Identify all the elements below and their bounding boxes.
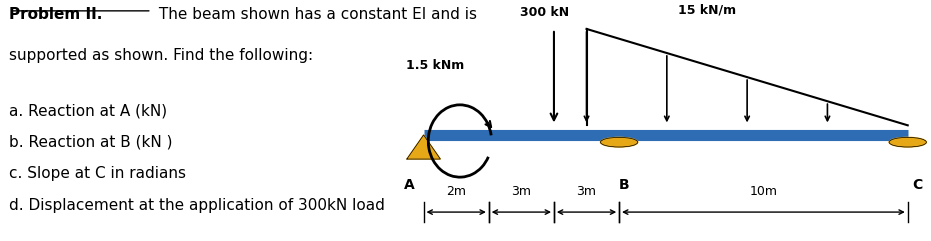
Text: a. Reaction at A (kN): a. Reaction at A (kN)	[9, 104, 168, 119]
Text: 3m: 3m	[511, 185, 532, 198]
Text: 1.5 kNm: 1.5 kNm	[406, 59, 464, 72]
Text: The beam shown has a constant EI and is: The beam shown has a constant EI and is	[154, 7, 477, 22]
Polygon shape	[407, 135, 440, 159]
Text: 3m: 3m	[576, 185, 597, 198]
Text: Problem II.: Problem II.	[9, 7, 102, 22]
Text: A: A	[404, 178, 415, 192]
Circle shape	[889, 137, 926, 147]
Text: d. Displacement at the application of 300kN load: d. Displacement at the application of 30…	[9, 198, 385, 213]
Text: 10m: 10m	[749, 185, 777, 198]
Text: 300 kN: 300 kN	[520, 6, 569, 19]
Text: B: B	[618, 178, 629, 192]
Text: b. Reaction at B (kN ): b. Reaction at B (kN )	[9, 135, 173, 150]
Text: c. Slope at C in radians: c. Slope at C in radians	[9, 166, 186, 181]
Text: C: C	[911, 178, 923, 192]
Text: 2m: 2m	[446, 185, 466, 198]
Text: supported as shown. Find the following:: supported as shown. Find the following:	[9, 48, 314, 63]
Text: 15 kN/m: 15 kN/m	[679, 4, 736, 17]
Circle shape	[600, 137, 638, 147]
